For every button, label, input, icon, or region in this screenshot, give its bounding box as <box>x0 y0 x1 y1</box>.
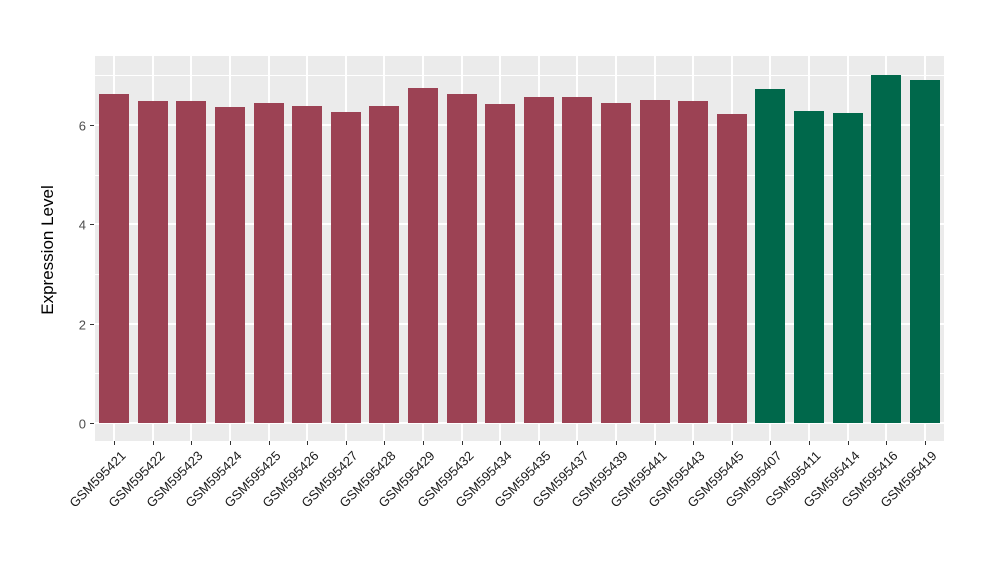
bar-GSM595421 <box>99 93 130 423</box>
minor-gridline-h <box>95 174 944 176</box>
x-tick-mark <box>847 441 849 445</box>
x-tick-mark <box>114 441 116 445</box>
bar-GSM595424 <box>215 106 246 423</box>
y-tick-label: 2 <box>78 317 86 333</box>
bar-GSM595432 <box>446 94 477 423</box>
y-axis-title: Expression Level <box>38 185 57 315</box>
bar-GSM595441 <box>639 99 670 423</box>
bar-GSM595414 <box>832 113 863 423</box>
bar-GSM595429 <box>408 87 439 423</box>
bar-GSM595411 <box>793 110 824 423</box>
bar-GSM595422 <box>137 100 168 423</box>
x-tick-mark <box>230 441 232 445</box>
bar-GSM595437 <box>562 96 593 423</box>
x-tick-mark <box>886 441 888 445</box>
bar-GSM595407 <box>755 88 786 423</box>
x-tick-mark <box>731 441 733 445</box>
major-gridline-h <box>95 422 944 424</box>
x-tick-mark <box>654 441 656 445</box>
bar-GSM595427 <box>330 111 361 423</box>
x-tick-mark <box>577 441 579 445</box>
y-tick-label: 6 <box>78 118 86 134</box>
y-tick-mark <box>90 323 94 325</box>
x-tick-mark <box>693 441 695 445</box>
x-tick-mark <box>307 441 309 445</box>
bar-GSM595423 <box>176 101 207 423</box>
bar-GSM595425 <box>253 102 284 423</box>
bar-GSM595426 <box>292 106 323 423</box>
major-gridline-h <box>95 223 944 226</box>
x-tick-mark <box>191 441 193 445</box>
bar-GSM595445 <box>716 114 747 423</box>
x-tick-mark <box>924 441 926 445</box>
x-tick-mark <box>808 441 810 445</box>
y-tick-mark <box>90 124 94 126</box>
major-gridline-h <box>95 322 944 325</box>
bar-GSM595439 <box>600 103 631 423</box>
y-tick-label: 0 <box>78 416 86 432</box>
x-tick-mark <box>268 441 270 445</box>
plot-panel <box>95 56 944 441</box>
y-tick-label: 4 <box>78 217 86 233</box>
bar-GSM595435 <box>523 96 554 423</box>
minor-gridline-h <box>95 373 944 375</box>
x-tick-mark <box>384 441 386 445</box>
bar-GSM595416 <box>871 74 902 423</box>
x-tick-mark <box>770 441 772 445</box>
minor-gridline-h <box>95 75 944 77</box>
x-tick-mark <box>345 441 347 445</box>
bar-GSM595428 <box>369 105 400 423</box>
x-tick-mark <box>538 441 540 445</box>
major-gridline-h <box>95 123 944 126</box>
x-tick-mark <box>423 441 425 445</box>
bar-GSM595434 <box>485 104 516 423</box>
y-tick-mark <box>90 224 94 226</box>
x-tick-mark <box>615 441 617 445</box>
x-tick-mark <box>152 441 154 445</box>
x-tick-mark <box>500 441 502 445</box>
bar-GSM595419 <box>909 79 940 423</box>
minor-gridline-h <box>95 273 944 275</box>
y-tick-mark <box>90 423 94 424</box>
x-tick-mark <box>461 441 463 445</box>
bar-GSM595443 <box>678 101 709 423</box>
